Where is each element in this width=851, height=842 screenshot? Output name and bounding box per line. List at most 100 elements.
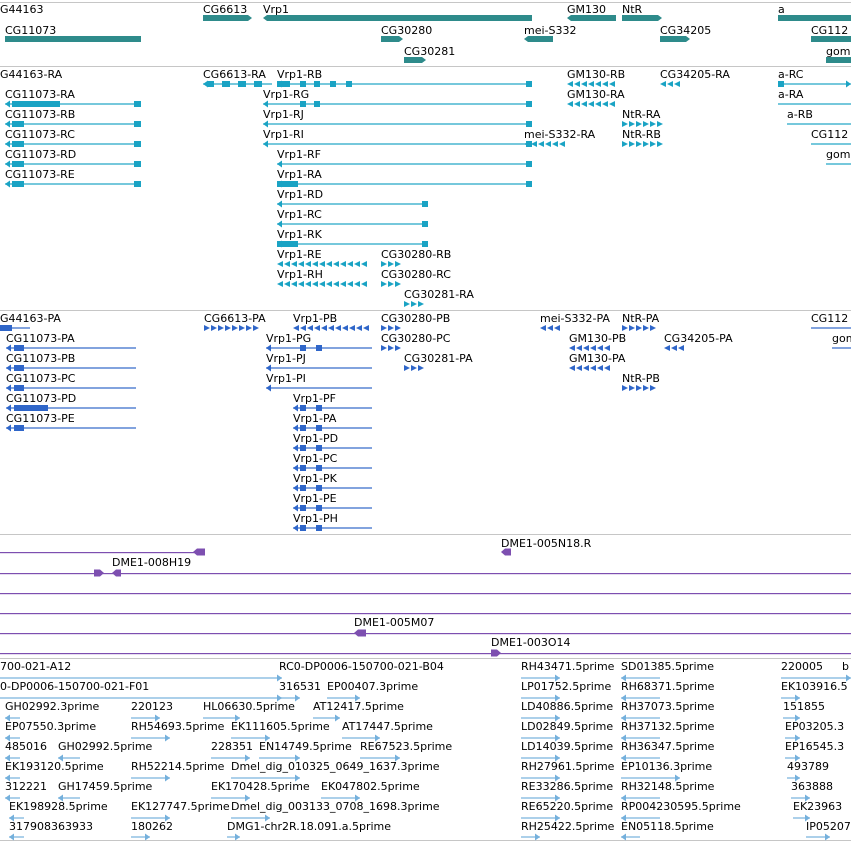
feature-label-ep16545-3[interactable]: EP16545.3 bbox=[785, 740, 844, 753]
protein-vrp1-exon[interactable] bbox=[300, 485, 306, 491]
gene-glyph[interactable] bbox=[660, 36, 690, 42]
feature-label-rp004230595-5prime[interactable]: RP004230595.5prime bbox=[621, 800, 741, 813]
feature-label-vrp1-rc[interactable]: Vrp1-RC bbox=[277, 208, 322, 221]
protein-vrp1-exon[interactable] bbox=[316, 505, 322, 511]
transcript-cg11073-exon[interactable] bbox=[12, 181, 24, 187]
feature-label-cg30281-ra[interactable]: CG30281-RA bbox=[404, 288, 474, 301]
clone-end-marker[interactable] bbox=[193, 548, 205, 556]
feature-label-cg6613-pa[interactable]: CG6613-PA bbox=[204, 312, 266, 325]
feature-label-at17447-5prime[interactable]: AT17447.5prime bbox=[342, 720, 433, 733]
feature-label-rh43471-5prime[interactable]: RH43471.5prime bbox=[521, 660, 615, 673]
protein-vrp1-exon[interactable] bbox=[316, 425, 322, 431]
feature-label-ntr-rb[interactable]: NtR-RB bbox=[622, 128, 661, 141]
feature-label-cg112[interactable]: CG112 bbox=[811, 128, 848, 141]
feature-label-ip05207[interactable]: IP05207 bbox=[806, 820, 851, 833]
transcript-cg11073-exon[interactable] bbox=[134, 181, 141, 187]
feature-label-gm130-ra[interactable]: GM130-RA bbox=[567, 88, 625, 101]
feature-label-cg11073-pa[interactable]: CG11073-PA bbox=[6, 332, 75, 345]
feature-label-vrp1[interactable]: Vrp1 bbox=[263, 3, 289, 16]
feature-label-rh52214-5prime[interactable]: RH52214.5prime bbox=[131, 760, 225, 773]
feature-label-151855[interactable]: 151855 bbox=[783, 700, 825, 713]
transcript-vrp1-rb-exon[interactable] bbox=[330, 81, 336, 87]
feature-label-ntr-pa[interactable]: NtR-PA bbox=[622, 312, 660, 325]
feature-label-a-ra[interactable]: a-RA bbox=[778, 88, 804, 101]
feature-label-cg34205-pa[interactable]: CG34205-PA bbox=[664, 332, 733, 345]
feature-label-vrp1-rb[interactable]: Vrp1-RB bbox=[277, 68, 322, 81]
protein-vrp1-exon[interactable] bbox=[316, 485, 322, 491]
feature-label-ek193120-5prime[interactable]: EK193120.5prime bbox=[5, 760, 104, 773]
protein-vrp1-pg-exon[interactable] bbox=[316, 345, 322, 351]
feature-label-cg11073-rb[interactable]: CG11073-RB bbox=[5, 108, 75, 121]
feature-label-220123[interactable]: 220123 bbox=[131, 700, 173, 713]
feature-label-vrp1-pi[interactable]: Vrp1-PI bbox=[266, 372, 306, 385]
clone-line[interactable] bbox=[0, 593, 851, 595]
feature-label-cg30280-rb[interactable]: CG30280-RB bbox=[381, 248, 451, 261]
feature-label-vrp1-pg[interactable]: Vrp1-PG bbox=[266, 332, 311, 345]
feature-label-g44163[interactable]: G44163 bbox=[0, 3, 44, 16]
transcript-cg11073-exon[interactable] bbox=[12, 101, 60, 107]
feature-label-cg11073-ra[interactable]: CG11073-RA bbox=[5, 88, 75, 101]
feature-label-ntr-pb[interactable]: NtR-PB bbox=[622, 372, 660, 385]
gene-glyph[interactable] bbox=[826, 57, 851, 63]
transcript-cg11073-exon[interactable] bbox=[12, 161, 24, 167]
feature-label-cg11073-pe[interactable]: CG11073-PE bbox=[6, 412, 75, 425]
protein-vrp1-exon[interactable] bbox=[316, 465, 322, 471]
feature-label-0-dp0006-150700-021-f01[interactable]: 0-DP0006-150700-021-F01 bbox=[0, 680, 149, 693]
feature-label-vrp1-pk[interactable]: Vrp1-PK bbox=[293, 472, 338, 485]
feature-label-ld40886-5prime[interactable]: LD40886.5prime bbox=[521, 700, 613, 713]
transcript-cg11073-exon[interactable] bbox=[12, 141, 24, 147]
transcript-vrp1-rb-exon[interactable] bbox=[300, 81, 306, 87]
transcript-cg6613-ra-exon[interactable] bbox=[238, 81, 246, 87]
feature-label-dme1-003o14[interactable]: DME1-003O14 bbox=[491, 636, 571, 649]
clone-line[interactable] bbox=[0, 653, 851, 655]
transcript-cg11073-exon[interactable] bbox=[134, 101, 141, 107]
feature-label-vrp1-pa[interactable]: Vrp1-PA bbox=[293, 412, 337, 425]
gene-glyph[interactable] bbox=[524, 36, 553, 42]
feature-label-cg11073-pc[interactable]: CG11073-PC bbox=[6, 372, 76, 385]
feature-label-dmg1-chr2r-18-091-a-5prime[interactable]: DMG1-chr2R.18.091.a.5prime bbox=[227, 820, 391, 833]
gene-glyph[interactable] bbox=[381, 36, 403, 42]
feature-label-cg6613-ra[interactable]: CG6613-RA bbox=[203, 68, 266, 81]
gene-glyph[interactable] bbox=[203, 15, 252, 21]
transcript-vrp1-rk-exon[interactable] bbox=[277, 241, 298, 247]
feature-label-dmel-dig-010325-0649-1637-3prime[interactable]: Dmel_dig_010325_0649_1637.3prime bbox=[231, 760, 440, 773]
feature-label-vrp1-rk[interactable]: Vrp1-RK bbox=[277, 228, 323, 241]
feature-label-ntr-ra[interactable]: NtR-RA bbox=[622, 108, 661, 121]
feature-label-lp01752-5prime[interactable]: LP01752.5prime bbox=[521, 680, 612, 693]
feature-label-vrp1-rh[interactable]: Vrp1-RH bbox=[277, 268, 323, 281]
feature-label-dmel-dig-003133-0708-1698-3prime[interactable]: Dmel_dig_003133_0708_1698.3prime bbox=[231, 800, 440, 813]
protein-vrp1-exon[interactable] bbox=[300, 445, 306, 451]
protein-vrp1-exon[interactable] bbox=[316, 445, 322, 451]
feature-label-hl06630-5prime[interactable]: HL06630.5prime bbox=[203, 700, 295, 713]
feature-label-gm130[interactable]: GM130 bbox=[567, 3, 606, 16]
feature-label-vrp1-pd[interactable]: Vrp1-PD bbox=[293, 432, 338, 445]
feature-label-ep10136-3prime[interactable]: EP10136.3prime bbox=[621, 760, 712, 773]
feature-label-a-rc[interactable]: a-RC bbox=[778, 68, 804, 81]
feature-label-rh68371-5prime[interactable]: RH68371.5prime bbox=[621, 680, 715, 693]
clone-end-marker[interactable] bbox=[491, 649, 501, 657]
transcript-vrp1-rb-exon[interactable] bbox=[277, 81, 290, 87]
transcript-vrp1-rg-exon[interactable] bbox=[526, 101, 532, 107]
feature-label-ep00407-3prime[interactable]: EP00407.3prime bbox=[327, 680, 418, 693]
protein-vrp1-exon[interactable] bbox=[300, 405, 306, 411]
feature-label-ek047802-5prime[interactable]: EK047802.5prime bbox=[321, 780, 420, 793]
feature-label-ld02849-5prime[interactable]: LD02849.5prime bbox=[521, 720, 613, 733]
feature-label-en14749-5prime[interactable]: EN14749.5prime bbox=[259, 740, 352, 753]
feature-label-re33286-5prime[interactable]: RE33286.5prime bbox=[521, 780, 613, 793]
feature-label-ek111605-5prime[interactable]: EK111605.5prime bbox=[231, 720, 330, 733]
transcript-cg11073-exon[interactable] bbox=[134, 141, 141, 147]
feature-label-re67523-5prime[interactable]: RE67523.5prime bbox=[360, 740, 452, 753]
gene-glyph[interactable] bbox=[811, 36, 851, 42]
transcript-vrp1-rb-exon[interactable] bbox=[314, 81, 320, 87]
feature-label-485016[interactable]: 485016 bbox=[5, 740, 47, 753]
transcript-vrp1-rb-exon[interactable] bbox=[526, 81, 532, 87]
protein-cg11073-exon[interactable] bbox=[14, 345, 24, 351]
feature-label-cg112[interactable]: CG112 bbox=[811, 312, 848, 325]
protein-vrp1-exon[interactable] bbox=[316, 405, 322, 411]
feature-label-re65220-5prime[interactable]: RE65220.5prime bbox=[521, 800, 613, 813]
transcript-a-rc-exon[interactable] bbox=[778, 81, 784, 87]
feature-label-vrp1-ri[interactable]: Vrp1-RI bbox=[263, 128, 304, 141]
gene-glyph[interactable] bbox=[778, 15, 851, 21]
feature-label-mei-s332-pa[interactable]: mei-S332-PA bbox=[540, 312, 610, 325]
feature-label-vrp1-pb[interactable]: Vrp1-PB bbox=[293, 312, 337, 325]
